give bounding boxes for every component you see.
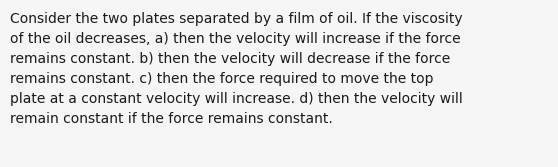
Text: Consider the two plates separated by a film of oil. If the viscosity
of the oil : Consider the two plates separated by a f… xyxy=(10,12,463,126)
